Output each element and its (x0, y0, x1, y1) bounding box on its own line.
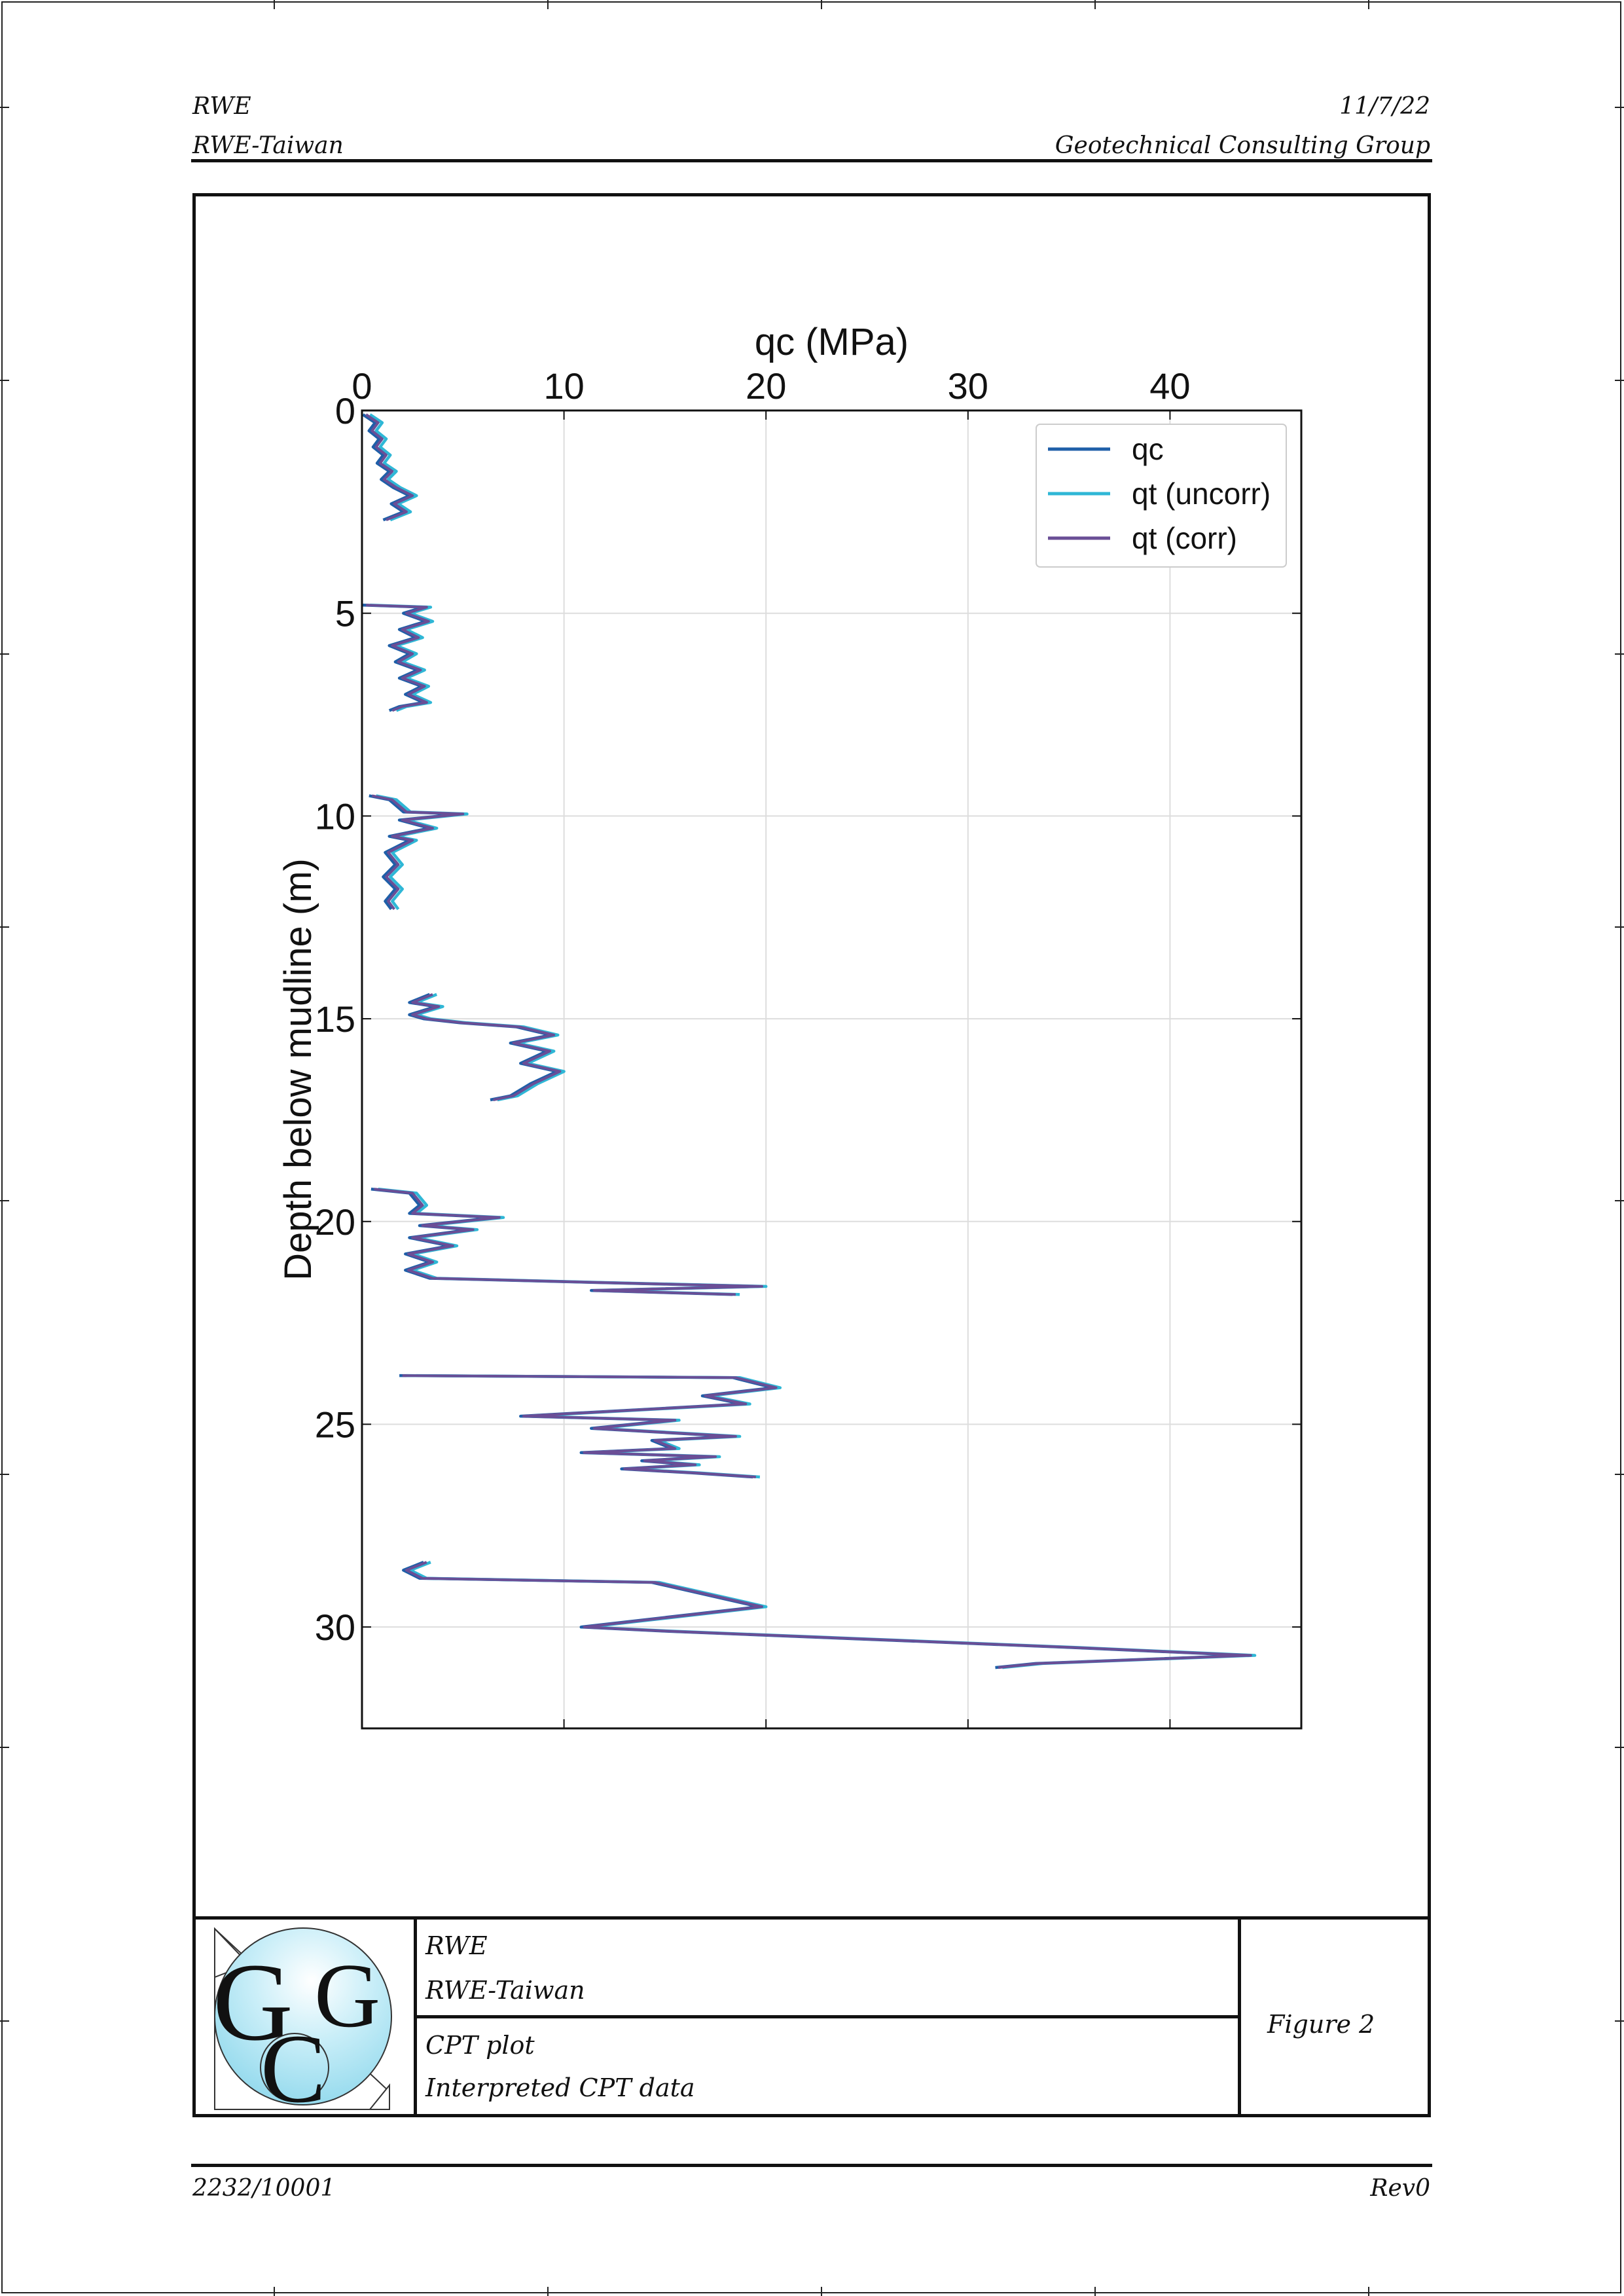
crop-tick (1094, 0, 1096, 9)
x-tick-label: 0 (352, 365, 372, 407)
title-block-client: RWE (425, 1931, 488, 1960)
crop-tick (547, 2287, 549, 2296)
y-axis-label: Depth below mudline (m) (277, 858, 319, 1281)
x-tick-label: 40 (1149, 365, 1190, 407)
series-line-qt-uncorr- (408, 1561, 1257, 1669)
series-line-qt-corr- (365, 413, 414, 522)
header-date: 11/7/22 (1339, 93, 1430, 120)
crop-tick (1615, 1200, 1624, 1201)
series-line-qc (402, 1561, 1250, 1669)
title-block-project: RWE-Taiwan (425, 1976, 585, 2005)
crop-tick (0, 2020, 9, 2022)
drawing-border (192, 193, 1431, 2117)
y-tick-label: 15 (315, 998, 355, 1040)
footer-job-number: 2232/10001 (192, 2175, 336, 2202)
crop-tick (547, 0, 549, 9)
legend-label: qt (corr) (1132, 521, 1237, 555)
series-line-qt-uncorr- (406, 1374, 782, 1479)
crop-tick (0, 653, 9, 655)
gcg-logo: G C G (213, 1927, 392, 2111)
title-block-top-rule (192, 1916, 1431, 1920)
title-block-subtitle: Interpreted CPT data (425, 2073, 695, 2102)
crop-tick (821, 2287, 822, 2296)
crop-tick (1615, 380, 1624, 381)
x-tick-label: 30 (948, 365, 988, 407)
y-tick-label: 20 (315, 1201, 355, 1243)
series-line-qt-uncorr- (370, 604, 435, 712)
crop-tick (0, 107, 9, 108)
header-client: RWE (192, 93, 251, 120)
crop-tick (1615, 107, 1624, 108)
y-tick-label: 0 (335, 390, 355, 431)
series-line-qt-corr- (405, 1561, 1252, 1669)
y-tick-label: 5 (335, 593, 355, 634)
logo-letter-g-left: G (213, 1941, 293, 2064)
crop-tick (1615, 653, 1624, 655)
series-line-qt-uncorr- (369, 413, 418, 522)
series-line-qt-uncorr- (415, 993, 566, 1102)
series-line-qt-corr- (374, 1188, 763, 1296)
crop-tick (1615, 1747, 1624, 1748)
crop-tick (1615, 1474, 1624, 1475)
series-lines (362, 413, 1257, 1669)
x-tick-label: 10 (543, 365, 584, 407)
legend-box (1036, 424, 1287, 568)
footer-revision: Rev0 (1370, 2175, 1430, 2202)
header-company: Geotechnical Consulting Group (1055, 132, 1430, 159)
series-line-qt-corr- (366, 604, 430, 712)
crop-tick (0, 1200, 9, 1201)
legend-label: qt (uncorr) (1132, 477, 1271, 511)
logo-letter-g-right: G (314, 1945, 380, 2047)
series-line-qt-corr- (402, 1374, 778, 1478)
crop-tick (1615, 2020, 1624, 2022)
legend: qc qt (uncorr) qt (corr) (1036, 424, 1287, 568)
x-tick-label: 20 (746, 365, 786, 407)
title-block-title: CPT plot (425, 2031, 535, 2060)
plot-frame (361, 409, 1303, 1730)
crop-tick (0, 926, 9, 928)
crop-tick (1094, 2287, 1096, 2296)
y-tick-label: 25 (315, 1404, 355, 1445)
crop-tick (821, 0, 822, 9)
crop-tick (1368, 0, 1369, 9)
y-tick-label: 10 (315, 795, 355, 837)
crop-tick (0, 1747, 9, 1748)
header-rule (191, 159, 1432, 162)
y-tick-label: 30 (315, 1607, 355, 1648)
series-line-qc (399, 1374, 775, 1479)
logo-letter-c: C (261, 2014, 326, 2111)
crop-tick (0, 380, 9, 381)
crop-tick (1368, 2287, 1369, 2296)
grid-lines (361, 410, 1301, 1728)
x-axis-label: qc (MPa) (755, 321, 909, 363)
crop-tick (1615, 926, 1624, 928)
title-block-mid-rule (414, 2015, 1240, 2018)
axis-ticks: 0 10 20 30 40 0 5 10 15 20 25 30 (315, 365, 1301, 1728)
crop-tick (274, 2287, 275, 2296)
footer-rule (191, 2164, 1432, 2167)
series-line-qt-corr- (411, 993, 562, 1101)
header-project: RWE-Taiwan (192, 132, 344, 159)
crop-tick (274, 0, 275, 9)
series-line-qt-corr- (372, 794, 465, 911)
figure-number: Figure 2 (1267, 2010, 1375, 2039)
legend-label: qc (1132, 432, 1164, 466)
crop-tick (0, 1474, 9, 1475)
